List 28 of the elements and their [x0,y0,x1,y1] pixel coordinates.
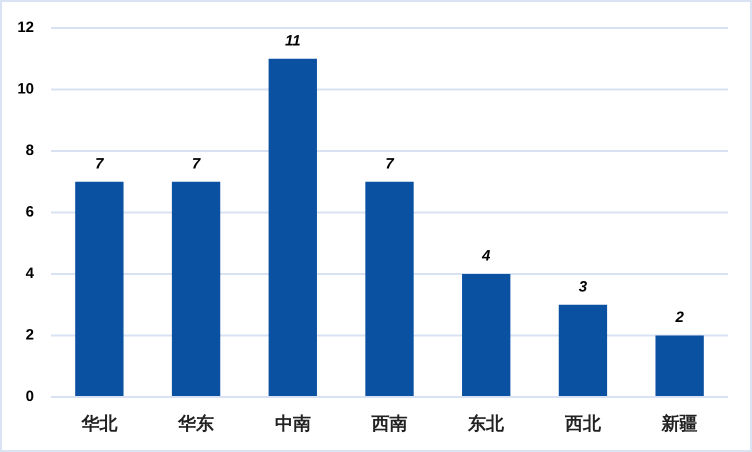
bar [558,304,608,396]
y-tick-label: 6 [26,204,34,221]
y-tick-label: 8 [26,142,34,160]
data-label: 3 [578,278,588,296]
data-label: 7 [385,155,394,172]
x-tick-label: 西南 [370,413,408,434]
bar [268,58,317,396]
bar [365,182,414,396]
bar [462,274,510,396]
x-tick-label: 华东 [177,413,214,434]
x-tick-label: 华北 [80,413,118,434]
data-label: 2 [674,309,684,326]
data-label: 4 [481,248,492,265]
x-tick-label: 新疆 [660,413,698,434]
bar [172,182,220,396]
bar [75,182,124,396]
data-label: 7 [95,155,104,172]
bar [655,336,704,396]
x-tick-label: 西北 [564,413,602,434]
x-tick-label: 东北 [467,413,506,434]
x-tick-label: 中南 [274,413,311,434]
y-tick-label: 12 [17,19,34,36]
y-tick-label: 4 [26,265,35,282]
y-tick-label: 10 [17,80,34,98]
data-label: 11 [284,32,301,50]
y-tick-label: 0 [26,388,34,406]
data-label: 7 [192,155,201,172]
y-tick-label: 2 [26,326,34,344]
